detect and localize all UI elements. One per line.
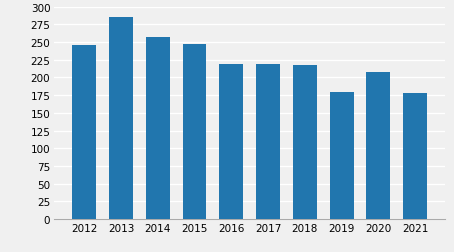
Bar <box>146 38 170 219</box>
Bar <box>293 66 317 219</box>
Bar <box>183 45 207 219</box>
Bar <box>330 92 354 219</box>
Bar <box>256 65 280 219</box>
Bar <box>109 18 133 219</box>
Bar <box>366 73 390 219</box>
Bar <box>403 94 427 219</box>
Bar <box>72 46 96 219</box>
Bar <box>219 65 243 219</box>
